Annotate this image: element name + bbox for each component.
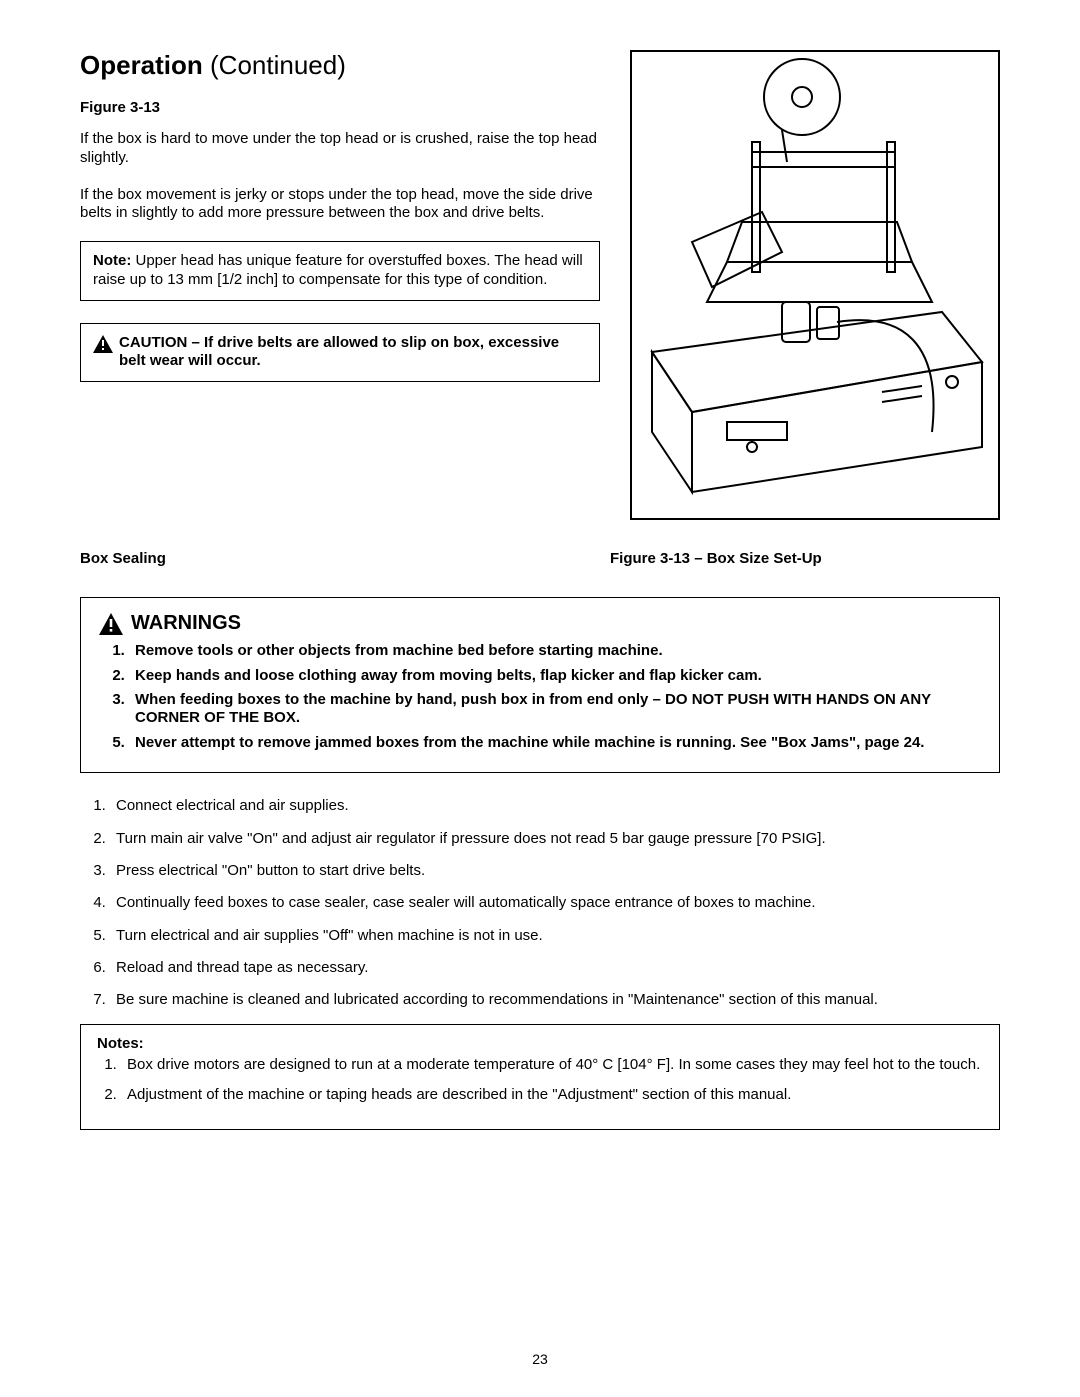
paragraph-2: If the box movement is jerky or stops un… xyxy=(80,186,600,224)
warning-item: When feeding boxes to the machine by han… xyxy=(129,691,981,726)
warnings-box: WARNINGS Remove tools or other objects f… xyxy=(80,597,1000,773)
warning-icon xyxy=(93,335,113,353)
title-main: Operation xyxy=(80,50,203,80)
step-item: Turn main air valve "On" and adjust air … xyxy=(110,830,1000,848)
notes-list: Box drive motors are designed to run at … xyxy=(97,1056,983,1106)
left-column: Operation (Continued) Figure 3-13 If the… xyxy=(80,50,610,520)
section-title: Operation (Continued) xyxy=(80,50,600,81)
step-item: Press electrical "On" button to start dr… xyxy=(110,862,1000,880)
warnings-list: Remove tools or other objects from machi… xyxy=(99,642,981,751)
step-item: Continually feed boxes to case sealer, c… xyxy=(110,894,1000,912)
warnings-title-row: WARNINGS xyxy=(99,612,981,635)
top-row: Operation (Continued) Figure 3-13 If the… xyxy=(80,50,1000,520)
paragraph-1: If the box is hard to move under the top… xyxy=(80,130,600,168)
warning-item: Remove tools or other objects from machi… xyxy=(129,642,981,660)
title-continued: (Continued) xyxy=(203,50,346,80)
step-item: Reload and thread tape as necessary. xyxy=(110,959,1000,977)
notes-label: Notes: xyxy=(97,1035,983,1052)
caution-text: CAUTION – If drive belts are allowed to … xyxy=(119,334,587,372)
note-label: Note: xyxy=(93,252,131,269)
manual-page: Operation (Continued) Figure 3-13 If the… xyxy=(0,0,1080,1397)
note-box: Note: Upper head has unique feature for … xyxy=(80,241,600,301)
step-item: Be sure machine is cleaned and lubricate… xyxy=(110,991,1000,1009)
warning-item: Never attempt to remove jammed boxes fro… xyxy=(129,734,981,752)
warning-item: Keep hands and loose clothing away from … xyxy=(129,667,981,685)
right-column xyxy=(630,50,1000,520)
figure-label: Figure 3-13 xyxy=(80,99,600,116)
notes-box: Notes: Box drive motors are designed to … xyxy=(80,1024,1000,1131)
figure-3-13-illustration xyxy=(630,50,1000,520)
warnings-title: WARNINGS xyxy=(131,612,241,635)
caution-box: CAUTION – If drive belts are allowed to … xyxy=(80,323,600,383)
note-item: Box drive motors are designed to run at … xyxy=(121,1056,983,1075)
figure-caption: Figure 3-13 – Box Size Set-Up xyxy=(600,550,1000,567)
page-number: 23 xyxy=(0,1351,1080,1367)
step-item: Connect electrical and air supplies. xyxy=(110,797,1000,815)
note-text: Upper head has unique feature for overst… xyxy=(93,252,583,288)
note-item: Adjustment of the machine or taping head… xyxy=(121,1086,983,1105)
subhead-left: Box Sealing xyxy=(80,550,600,567)
subhead-row: Box Sealing Figure 3-13 – Box Size Set-U… xyxy=(80,550,1000,567)
warning-icon xyxy=(99,613,123,635)
step-item: Turn electrical and air supplies "Off" w… xyxy=(110,927,1000,945)
operation-steps: Connect electrical and air supplies. Tur… xyxy=(80,797,1000,1009)
